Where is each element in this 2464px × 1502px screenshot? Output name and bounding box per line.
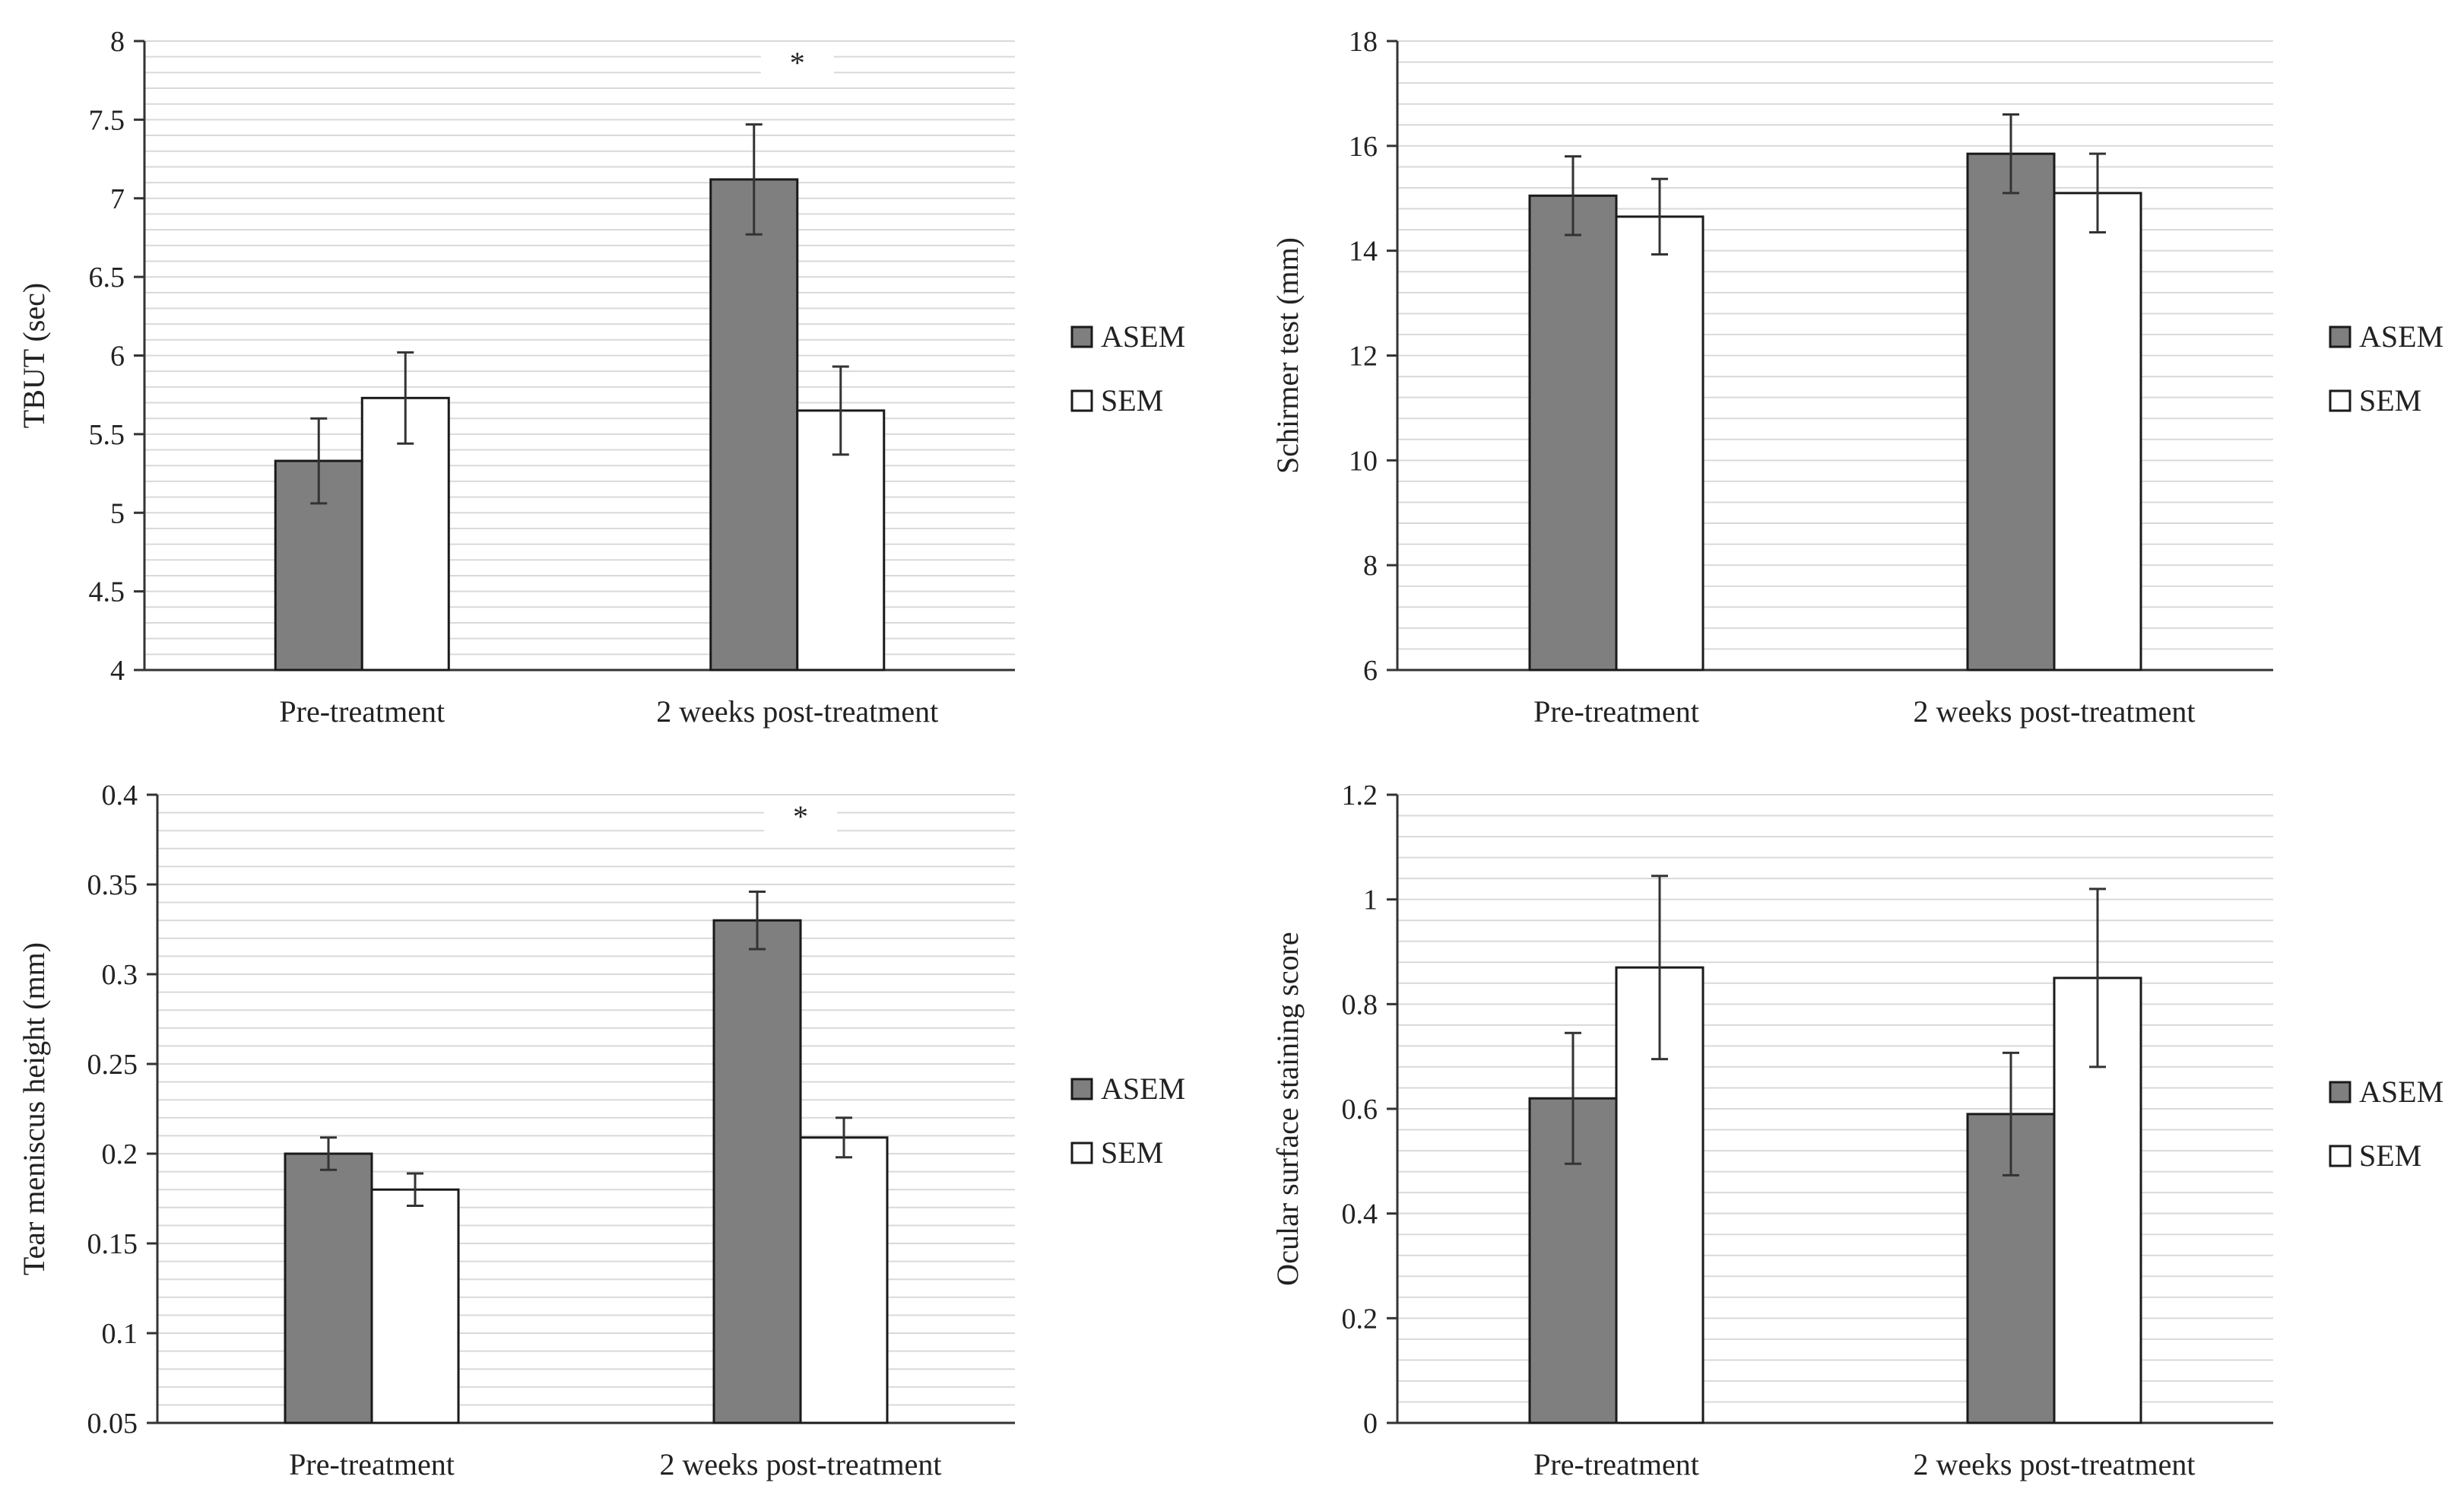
error-bar [2089, 152, 2106, 234]
y-tick-label: 18 [1349, 26, 1378, 58]
legend-swatch-sem [2329, 1145, 2351, 1167]
error-bar [1651, 177, 1668, 256]
significance-star: * [790, 46, 805, 80]
y-tick-label: 16 [1349, 131, 1378, 163]
x-category-label: Pre-treatment [279, 694, 445, 729]
y-tick-label: 12 [1349, 341, 1378, 373]
legend: ASEM SEM [1070, 1072, 1185, 1170]
y-tick-label: 0.35 [87, 869, 138, 901]
y-tick-label: 1.2 [1342, 780, 1378, 811]
legend-label-asem: ASEM [2359, 319, 2443, 354]
chart-panel-2: 6 8 10 12 14 16 18 Schirmer test (mm) Pre-treatm… [1270, 26, 2443, 729]
y-axis-title: Tear meniscus height (mm) [17, 942, 51, 1275]
y-tick-label: 0.6 [1342, 1094, 1378, 1126]
y-tick-label: 0.2 [1342, 1303, 1378, 1335]
legend-label-sem: SEM [1101, 1135, 1163, 1170]
y-tick-label: 6 [110, 341, 125, 373]
y-tick-label: 7.5 [89, 104, 125, 136]
y-tick-label: 5.5 [89, 419, 125, 451]
x-category-label: Pre-treatment [1533, 694, 1699, 729]
y-tick-label: 7 [110, 183, 125, 215]
y-tick-label: 0 [1363, 1408, 1378, 1440]
bar-sem-post [799, 1136, 889, 1424]
legend-swatch-asem [1070, 1078, 1093, 1100]
legend-label-sem: SEM [2359, 1138, 2421, 1173]
y-tick-label: 14 [1349, 236, 1378, 268]
y-axis-title: TBUT (sec) [17, 283, 51, 428]
y-axis-title: Ocular surface staining score [1270, 932, 1305, 1285]
bar-asem-post [1966, 152, 2056, 672]
y-tick-label: 4.5 [89, 576, 125, 608]
bar-sem-pre [1615, 215, 1705, 672]
y-tick-label: 0.4 [102, 780, 138, 811]
bar-sem-post [2053, 192, 2142, 672]
y-tick-label: 6 [1363, 655, 1378, 687]
x-category-label: 2 weeks post-treatment [1914, 1447, 2196, 1481]
y-axis-title: Schirmer test (mm) [1270, 237, 1305, 474]
chart-panel-4: 0 0.2 0.4 0.6 0.8 1 1.2 Ocular surface staining… [1270, 780, 2443, 1481]
error-bar [397, 351, 414, 445]
legend-swatch-asem [2329, 1081, 2351, 1103]
bar-asem-pre [284, 1152, 373, 1424]
y-tick-label: 8 [110, 26, 125, 58]
error-bar [407, 1172, 423, 1207]
x-category-label: Pre-treatment [1533, 1447, 1699, 1481]
legend-label-asem: ASEM [1101, 1072, 1185, 1106]
y-tick-label: 6.5 [89, 262, 125, 294]
legend-swatch-sem [1070, 1142, 1093, 1164]
y-tick-label: 0.1 [102, 1318, 138, 1350]
error-bar [745, 123, 763, 236]
error-bar [2003, 1051, 2019, 1177]
significance-star: * [793, 799, 808, 834]
y-tick-label: 8 [1363, 550, 1378, 582]
error-bar [832, 365, 849, 456]
chart-panel-1: 4 4.5 5 5.5 6 6.5 7 7.5 8 TBUT (sec) Pre-treatment… [17, 26, 1185, 729]
bar-asem-post [712, 919, 802, 1424]
legend: ASEM SEM [2329, 319, 2443, 418]
y-tick-label: 0.4 [1342, 1199, 1378, 1230]
bar-sem-pre [370, 1188, 460, 1424]
error-bar [749, 890, 766, 951]
chart-panel-3: 0.05 0.1 0.15 0.2 0.25 0.3 0.35 0.4 Tear meniscu… [17, 780, 1185, 1481]
legend-label-asem: ASEM [2359, 1075, 2443, 1109]
x-category-label: 2 weeks post-treatment [656, 694, 938, 729]
y-tick-label: 5 [110, 497, 125, 529]
significance-bg [760, 47, 834, 84]
x-category-label: 2 weeks post-treatment [660, 1447, 942, 1481]
y-tick-label: 1 [1363, 884, 1378, 916]
y-tick-label: 0.05 [87, 1408, 138, 1440]
bar-asem-post [709, 178, 799, 672]
y-tick-label: 0.2 [102, 1138, 138, 1170]
error-bar [2089, 888, 2106, 1069]
y-tick-label: 10 [1349, 445, 1378, 477]
y-tick-label: 0.8 [1342, 989, 1378, 1021]
y-tick-label: 0.3 [102, 959, 138, 991]
legend-swatch-asem [2329, 325, 2351, 348]
legend-swatch-asem [1070, 325, 1093, 348]
legend-label-sem: SEM [1101, 383, 1163, 418]
legend-swatch-sem [1070, 389, 1093, 412]
significance-bg [764, 801, 837, 837]
error-bar [836, 1116, 852, 1159]
error-bar [1565, 155, 1581, 237]
y-tick-label: 0.15 [87, 1228, 138, 1260]
error-bar [310, 417, 328, 505]
legend: ASEM SEM [1070, 319, 1185, 418]
x-category-label: Pre-treatment [289, 1447, 455, 1481]
legend-label-asem: ASEM [1101, 319, 1185, 354]
legend: ASEM SEM [2329, 1075, 2443, 1173]
error-bar [1651, 875, 1668, 1061]
error-bar [2003, 113, 2019, 195]
error-bar [1565, 1031, 1581, 1165]
legend-label-sem: SEM [2359, 383, 2421, 418]
error-bar [320, 1136, 337, 1171]
legend-swatch-sem [2329, 389, 2351, 412]
y-tick-label: 0.25 [87, 1049, 138, 1081]
y-tick-label: 4 [110, 655, 125, 687]
x-category-label: 2 weeks post-treatment [1914, 694, 2196, 729]
bar-asem-pre [1528, 194, 1618, 672]
